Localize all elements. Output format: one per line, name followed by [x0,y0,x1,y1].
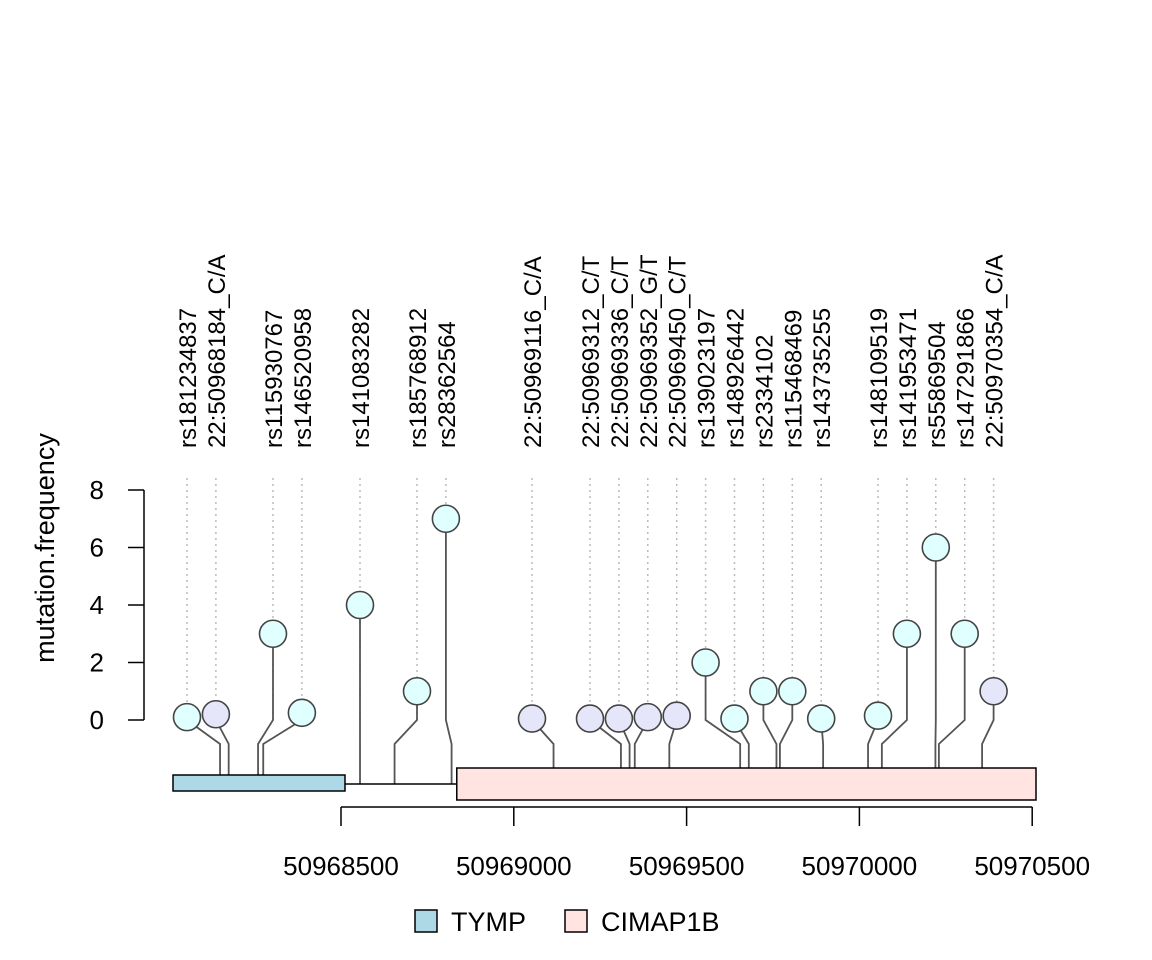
lollipop-head [950,619,980,649]
y-tick-label: 2 [90,648,104,678]
lollipop-head [806,704,836,733]
mutation-label: 22:50969450_C/T [665,256,692,448]
lollipop-head [979,676,1008,706]
mutation-labels: rs181234837 22:50968184_C/A rs115930767 rs1… [175,254,1009,448]
lollipop-head [517,704,547,733]
lollipop-head [691,648,720,677]
lollipop-head [287,698,317,728]
gene-box-cimap1b [456,767,1037,801]
lollipop-head [345,590,375,620]
y-tick-label: 8 [90,475,104,505]
lollipop-heads [172,504,1008,733]
x-tick-label: 50969000 [456,851,572,881]
lollipop-head [892,619,922,649]
legend-swatch-cimap1b [564,909,588,933]
guide-lines [186,478,995,720]
legend-swatch-tymp [414,909,438,933]
lollipop-head [662,701,692,730]
lollipop-stem [880,633,908,784]
lollipop-stem [257,633,274,784]
lollipop-head [402,676,432,706]
mutation-label: rs146520958 [290,308,317,448]
lollipop-stem [762,691,778,784]
mutation-label: rs55869504 [924,321,951,448]
lollipop-head [777,676,807,706]
legend-label-cimap1b: CIMAP1B [601,907,720,937]
lollipop-head [633,702,663,732]
mutation-label: rs2334102 [751,335,778,448]
mutation-label: 22:50970354_C/A [982,255,1009,449]
legend: TYMP CIMAP1B [414,907,720,937]
lollipop-stem [704,662,742,784]
lollipop-head [921,533,951,562]
lollipop-head [604,704,634,733]
lollipop-head [201,699,231,729]
x-tick-label: 50968500 [283,851,399,881]
lollipop-head [431,504,461,534]
mutation-label: rs185768912 [405,308,432,448]
mutation-label: rs148109519 [866,308,893,448]
mutation-label: rs147291866 [953,308,980,448]
lollipop-head [863,701,893,730]
x-tick-label: 50970000 [802,851,918,881]
lollipop-head [258,619,288,649]
x-tick-label: 50970500 [974,851,1090,881]
y-axis-label: mutation.frequency [30,433,60,663]
mutation-label: 22:50969352_G/T [636,254,663,448]
y-tick-label: 6 [90,533,104,563]
mutation-label: rs141953471 [895,308,922,448]
mutation-label: 22:50968184_C/A [204,255,231,449]
gene-box-tymp [172,774,346,792]
mutation-label: rs115468469 [780,310,807,448]
lollipop-stems [186,518,995,784]
mutation-label: rs181234837 [175,308,202,448]
lollipop-stem [937,633,966,784]
mutation-label: 22:50969116_C/A [520,256,547,448]
gene-track [172,767,1037,801]
mutation-label: 22:50969336_C/T [607,256,634,448]
lollipop-stem [444,518,453,784]
mutation-label: rs28362564 [434,321,461,448]
lollipop-head [720,704,749,733]
mutation-label: rs141083282 [348,308,375,448]
mutation-label: rs139023197 [694,308,721,448]
lollipop-head [575,704,605,733]
lollipop-stem [779,691,794,784]
lollipop-stem [393,691,418,784]
mutation-label: 22:50969312_C/T [578,256,605,448]
lollipop-head [172,702,202,732]
y-tick-label: 0 [90,705,104,735]
legend-label-tymp: TYMP [451,907,526,937]
mutation-label: rs143735255 [809,308,836,448]
x-tick-label: 50969500 [629,851,745,881]
mutation-label: rs115930767 [261,310,288,448]
mutation-label: rs148926442 [723,308,750,448]
lollipop-head [749,676,778,706]
y-tick-label: 4 [90,590,104,620]
y-axis: 0 2 4 6 8 [90,475,145,735]
x-axis: 50968500 50969000 50969500 50970000 50970500 [283,806,1090,881]
lollipop-stem [981,691,995,784]
